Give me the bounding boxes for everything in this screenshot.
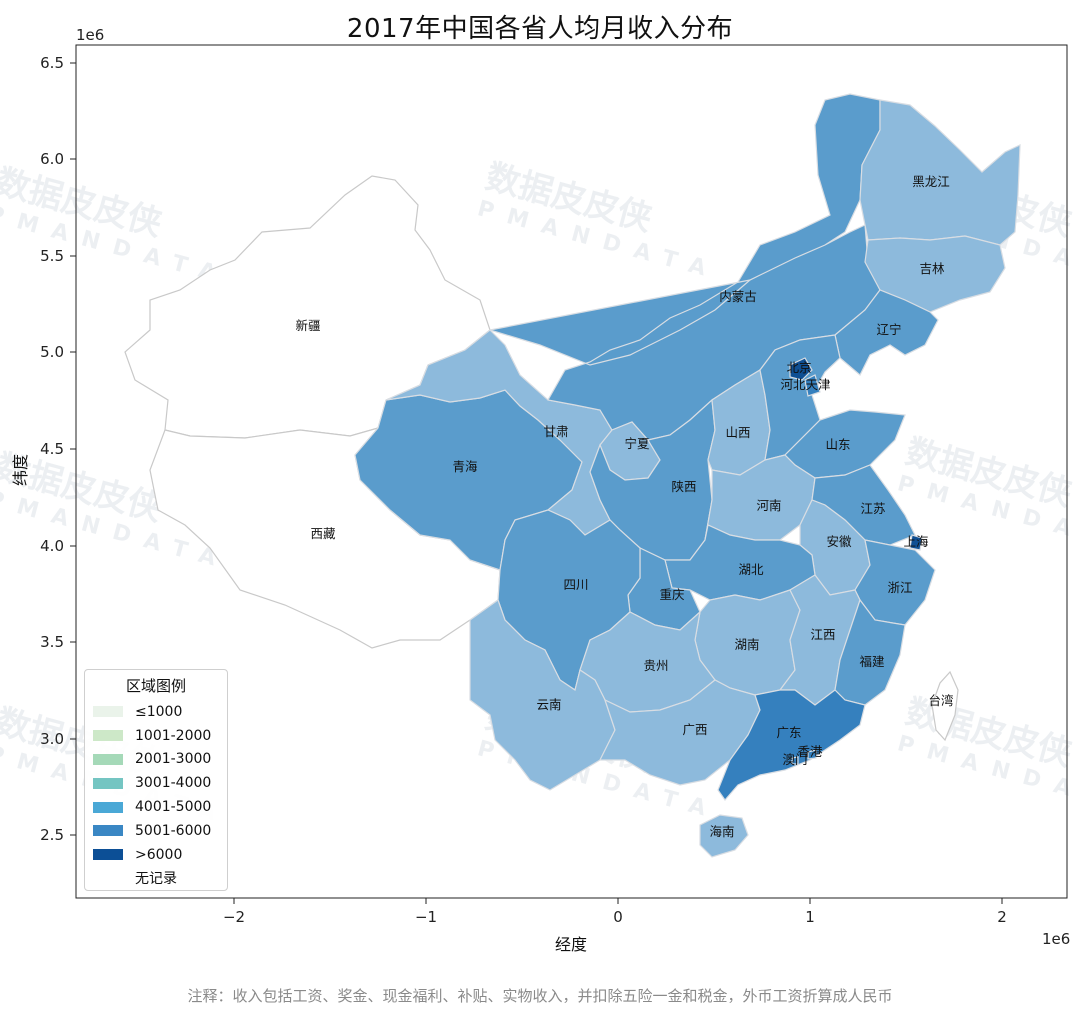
- province-label: 湖南: [734, 637, 759, 652]
- province-label: 湖北: [738, 562, 764, 577]
- legend-label: 5001-6000: [135, 822, 212, 839]
- legend-swatch: [93, 849, 123, 861]
- legend-label: 2001-3000: [135, 751, 212, 768]
- footnote: 注释：收入包括工资、奖金、现金福利、补贴、实物收入，并扣除五险一金和税金，外币工…: [187, 987, 893, 1005]
- y-axis: 2.5 3.0 3.5 4.0 4.5 5.0 5.5 6.0 6.5: [40, 54, 76, 844]
- y-tick-label: 2.5: [40, 826, 64, 844]
- x-tick-label: 0: [613, 908, 623, 926]
- province-label: 辽宁: [876, 322, 901, 337]
- legend-item: 1001-2000: [93, 724, 219, 748]
- province-label: 河南: [756, 498, 781, 513]
- province-label: 山东: [825, 437, 850, 452]
- province-shanghai[interactable]: [909, 534, 923, 551]
- province-label: 新疆: [295, 318, 320, 333]
- province-heilongjiang[interactable]: [859, 99, 1021, 246]
- province-label: 广西: [682, 722, 707, 737]
- x-axis: −2 −1 0 1 2: [223, 898, 1007, 926]
- province-label: 澳门: [782, 752, 807, 767]
- province-guangdong[interactable]: [717, 689, 866, 801]
- y-tick-label: 3.5: [40, 633, 64, 651]
- province-label: 江西: [810, 627, 835, 642]
- province-label: 北京: [786, 360, 811, 375]
- legend-swatch: [93, 825, 123, 837]
- legend-item: 5001-6000: [93, 819, 219, 843]
- y-tick-label: 6.0: [40, 150, 64, 168]
- province-label: 香港: [797, 744, 823, 759]
- province-label: 浙江: [887, 580, 912, 595]
- province-label: 山西: [725, 425, 750, 440]
- province-macau[interactable]: [791, 756, 799, 765]
- legend-label: 1001-2000: [135, 727, 212, 744]
- province-label: 云南: [536, 697, 561, 712]
- province-label: 青海: [452, 459, 478, 474]
- x-tick-label: 1: [805, 908, 815, 926]
- y-tick-label: 5.0: [40, 343, 64, 361]
- province-labels: 黑龙江 吉林 辽宁 内蒙古 新疆 西藏 青海 甘肃 宁夏 陕西 山西 北京 天津…: [295, 174, 953, 839]
- y-axis-label: 纬度: [11, 454, 30, 486]
- legend-label: ≤1000: [135, 703, 183, 720]
- y-tick-label: 3.0: [40, 730, 64, 748]
- province-label: 安徽: [826, 534, 852, 549]
- province-label: 重庆: [659, 587, 685, 602]
- y-tick-label: 6.5: [40, 54, 64, 72]
- province-label: 四川: [563, 577, 588, 592]
- y-tick-label: 4.0: [40, 537, 64, 555]
- province-beijing[interactable]: [789, 357, 813, 381]
- legend-label: 无记录: [135, 871, 177, 888]
- legend-item: 4001-5000: [93, 795, 219, 819]
- legend-item: ≤1000: [93, 700, 219, 724]
- legend: 区域图例 ≤1000 1001-2000 2001-3000 3001-4000…: [84, 669, 228, 891]
- legend-swatch: [93, 872, 123, 884]
- legend-swatch: [93, 706, 123, 718]
- province-label: 江苏: [860, 501, 885, 516]
- x-tick-label: 2: [997, 908, 1007, 926]
- x-tick-label: −2: [223, 908, 245, 926]
- legend-swatch: [93, 730, 123, 742]
- province-layer: [124, 93, 1021, 858]
- province-fujian[interactable]: [834, 598, 906, 706]
- x-scale-note: 1e6: [1042, 930, 1070, 948]
- province-tianjin[interactable]: [804, 374, 821, 397]
- axes-frame: [75, 44, 1068, 899]
- legend-swatch: [93, 753, 123, 765]
- province-label: 河北: [780, 377, 806, 392]
- legend-label: 3001-4000: [135, 775, 212, 792]
- province-hainan[interactable]: [699, 814, 749, 858]
- province-taiwan[interactable]: [931, 670, 959, 742]
- legend-item: 3001-4000: [93, 771, 219, 795]
- province-label: 天津: [805, 377, 830, 392]
- province-label: 台湾: [928, 693, 953, 708]
- y-scale-note: 1e6: [76, 26, 104, 44]
- province-label: 广东: [776, 725, 801, 740]
- province-label: 宁夏: [624, 436, 650, 451]
- province-label: 内蒙古: [719, 289, 757, 304]
- province-label: 甘肃: [543, 424, 568, 439]
- province-hebei[interactable]: [759, 334, 841, 461]
- legend-label: 4001-5000: [135, 799, 212, 816]
- province-label: 贵州: [643, 658, 668, 673]
- province-label: 吉林: [919, 261, 945, 276]
- y-tick-label: 5.5: [40, 247, 64, 265]
- legend-item: >6000: [93, 843, 219, 867]
- legend-title: 区域图例: [125, 677, 186, 695]
- legend-swatch: [93, 801, 123, 813]
- x-tick-label: −1: [415, 908, 437, 926]
- y-tick-label: 4.5: [40, 440, 64, 458]
- province-label: 西藏: [310, 526, 336, 541]
- province-label: 福建: [859, 654, 885, 669]
- chart-title: 2017年中国各省人均月收入分布: [346, 14, 734, 44]
- province-label: 陕西: [671, 479, 696, 494]
- province-label: 海南: [709, 824, 734, 839]
- province-label: 黑龙江: [912, 174, 950, 189]
- legend-item: 无记录: [93, 867, 219, 891]
- x-axis-label: 经度: [555, 935, 587, 954]
- legend-swatch: [93, 777, 123, 789]
- province-label: 上海: [903, 534, 929, 549]
- province-hongkong[interactable]: [807, 749, 817, 760]
- legend-label: >6000: [135, 846, 183, 863]
- legend-item: 2001-3000: [93, 748, 219, 772]
